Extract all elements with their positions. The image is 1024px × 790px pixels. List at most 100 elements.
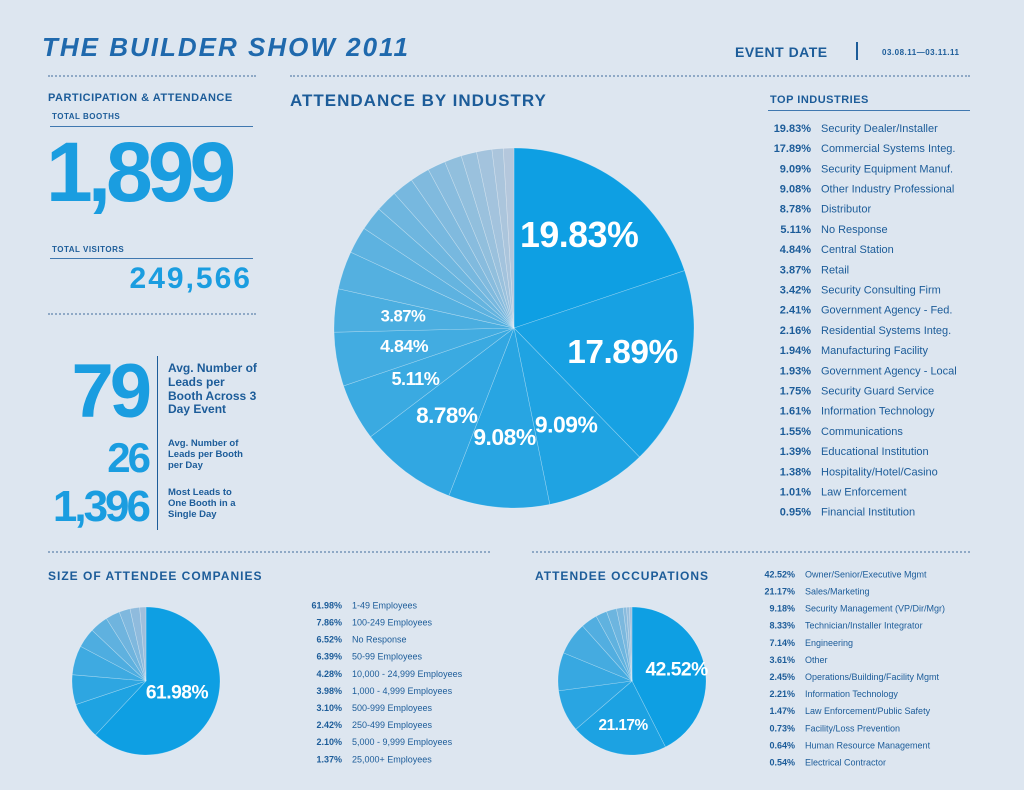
- event-date-label: EVENT DATE: [735, 44, 828, 60]
- legend-value: 17.89%: [774, 143, 812, 155]
- pie-slice: [71, 674, 147, 705]
- legend-value: 2.10%: [316, 737, 342, 747]
- legend-label: Human Resource Management: [805, 740, 931, 750]
- pie-slice: [105, 611, 147, 682]
- legend-label: Residential Systems Integ.: [821, 325, 951, 337]
- divider: [48, 313, 256, 315]
- legend-value: 1.39%: [780, 446, 811, 458]
- legend-value: 42.52%: [764, 569, 795, 579]
- pie-slice: [75, 680, 147, 736]
- slice-label: 9.08%: [473, 424, 536, 450]
- legend-label: Hospitality/Hotel/Casino: [821, 466, 938, 478]
- legend-value: 6.52%: [316, 635, 342, 645]
- total-visitors: 249,566: [129, 262, 252, 295]
- separator: [856, 42, 858, 60]
- legend-label: Government Agency - Local: [821, 365, 957, 377]
- legend-value: 1.61%: [780, 406, 811, 418]
- legend-value: 7.86%: [316, 617, 342, 627]
- chart-title: SIZE OF ATTENDEE COMPANIES: [48, 569, 263, 583]
- divider: [532, 551, 970, 553]
- legend-value: 0.64%: [769, 740, 795, 750]
- legend-value: 2.42%: [316, 720, 342, 730]
- legend-label: Distributor: [821, 204, 871, 216]
- lead-value: 79: [71, 349, 152, 434]
- legend-label: 100-249 Employees: [352, 617, 433, 627]
- rule: [50, 126, 253, 127]
- legend-value: 1.93%: [780, 365, 811, 377]
- legend-label: Law Enforcement: [821, 487, 907, 499]
- legend-value: 4.28%: [316, 669, 342, 679]
- legend-value: 1.55%: [780, 426, 811, 438]
- legend-value: 1.75%: [780, 386, 811, 398]
- section-title: PARTICIPATION & ATTENDANCE: [48, 92, 233, 104]
- legend-value: 3.10%: [316, 703, 342, 713]
- legend-value: 3.61%: [769, 655, 795, 665]
- legend-value: 4.84%: [780, 244, 811, 256]
- slice-label: 9.09%: [535, 412, 598, 438]
- legend-label: Security Dealer/Installer: [821, 123, 938, 135]
- slice-label: 5.11%: [391, 369, 439, 389]
- pie-slice: [91, 618, 147, 682]
- separator: [157, 356, 158, 530]
- legend-value: 2.45%: [769, 672, 795, 682]
- pie-slice: [557, 652, 634, 692]
- legend-label: 500-999 Employees: [352, 703, 433, 713]
- legend-value: 0.95%: [780, 507, 811, 519]
- legend-value: 8.78%: [780, 204, 811, 216]
- legend-label: Technician/Installer Integrator: [805, 621, 923, 631]
- legend-label: 5,000 - 9,999 Employees: [352, 737, 453, 747]
- legend-label: Manufacturing Facility: [821, 345, 928, 357]
- pie-slice: [631, 606, 707, 748]
- pie-slice: [80, 629, 147, 682]
- legend-label: 25,000+ Employees: [352, 754, 432, 764]
- legend-label: Electrical Contractor: [805, 757, 886, 767]
- slice-label: 4.84%: [380, 336, 429, 356]
- legend-value: 1.01%: [780, 487, 811, 499]
- legend-label: Commercial Systems Integ.: [821, 143, 955, 155]
- divider: [48, 75, 256, 77]
- legend-value: 1.47%: [769, 706, 795, 716]
- chart-title: ATTENDANCE BY INDUSTRY: [290, 91, 547, 110]
- pie-slice: [575, 680, 666, 756]
- legend-value: 19.83%: [774, 123, 812, 135]
- pie-slice: [629, 606, 633, 682]
- legend-label: 10,000 - 24,999 Employees: [352, 669, 463, 679]
- pie-slice: [558, 680, 633, 730]
- legend-label: Central Station: [821, 244, 894, 256]
- rule: [50, 258, 253, 259]
- chart-title: ATTENDEE OCCUPATIONS: [535, 569, 710, 583]
- legend-value: 61.98%: [311, 600, 342, 610]
- pie-slice: [370, 327, 515, 497]
- slice-label: 17.89%: [567, 334, 677, 371]
- legend-value: 1.94%: [780, 345, 811, 357]
- pie-slice: [411, 169, 515, 329]
- legend-value: 0.54%: [769, 757, 795, 767]
- legend-label: Financial Institution: [821, 507, 915, 519]
- legend-label: 1,000 - 4,999 Employees: [352, 686, 453, 696]
- pie-slice: [606, 608, 633, 682]
- legend-value: 9.18%: [769, 604, 795, 614]
- title: THE BUILDER SHOW 2011: [42, 32, 411, 62]
- pie-slice: [139, 606, 147, 682]
- legend-value: 7.14%: [769, 638, 795, 648]
- pie-slice: [502, 147, 515, 329]
- slice-label: 61.98%: [146, 682, 209, 703]
- legend-label: No Response: [352, 635, 407, 645]
- legend-title: TOP INDUSTRIES: [770, 94, 869, 106]
- legend-label: Security Consulting Firm: [821, 285, 941, 297]
- legend-value: 6.39%: [316, 652, 342, 662]
- legend-label: Security Guard Service: [821, 386, 934, 398]
- legend-label: Other: [805, 655, 828, 665]
- pie-slice: [444, 155, 515, 329]
- legend-label: Facility/Loss Prevention: [805, 723, 900, 733]
- slice-label: 21.17%: [599, 717, 649, 734]
- slice-label: 42.52%: [645, 659, 708, 680]
- legend-value: 0.73%: [769, 723, 795, 733]
- stat-label: TOTAL VISITORS: [52, 245, 125, 254]
- legend-label: Educational Institution: [821, 446, 929, 458]
- pie-slice: [622, 606, 633, 682]
- pie-slice: [118, 608, 147, 682]
- legend-value: 9.09%: [780, 163, 811, 175]
- legend-label: Sales/Marketing: [805, 586, 870, 596]
